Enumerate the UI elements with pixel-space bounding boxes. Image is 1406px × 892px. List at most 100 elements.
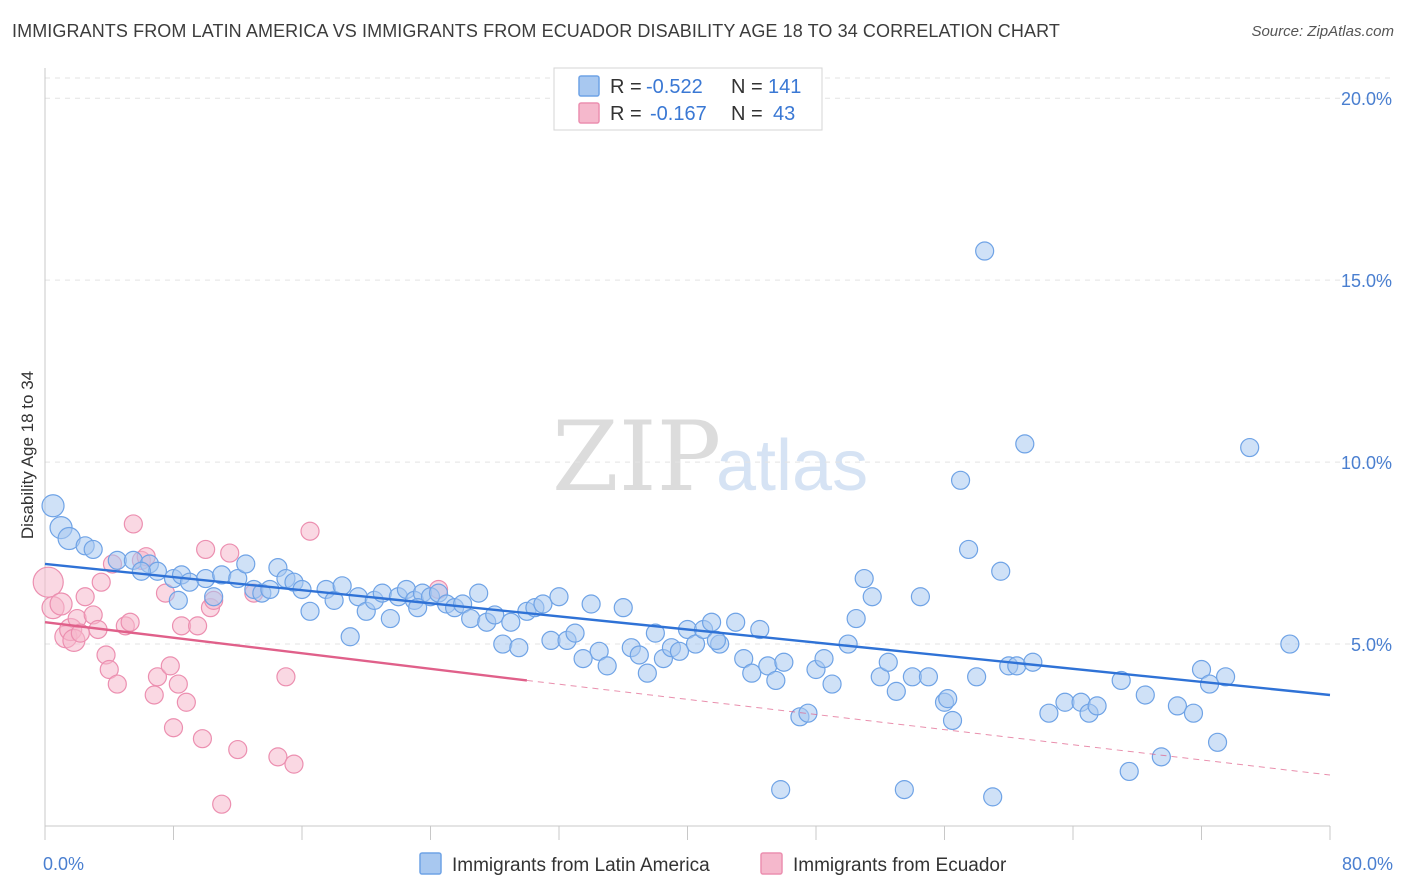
chart-source: Source: ZipAtlas.com: [1251, 23, 1394, 40]
latin-america-point: [204, 587, 224, 607]
y-tick-label: 5.0%: [1351, 635, 1392, 655]
legend-n-value: 43: [773, 103, 795, 125]
trend-line-ecuador: [44, 621, 528, 682]
ecuador-point: [284, 754, 304, 774]
latin-america-point: [798, 703, 818, 723]
latin-america-point: [774, 652, 794, 672]
ecuador-point: [268, 747, 288, 767]
latin-america-point: [1119, 761, 1139, 782]
legend-n-label: N =: [731, 103, 763, 125]
trend-line-ecuador-extension: [526, 679, 1331, 776]
latin-america-point: [469, 583, 489, 603]
latin-america-point: [324, 590, 344, 610]
latin-america-point: [950, 470, 971, 490]
latin-america-point: [131, 561, 151, 581]
latin-america-point: [886, 681, 906, 701]
ecuador-point: [160, 656, 180, 676]
series-latin-america: [41, 241, 1300, 807]
bottom-legend-label-latin-america: Immigrants from Latin America: [452, 855, 710, 876]
latin-america-point: [1240, 437, 1260, 458]
latin-america-point: [41, 494, 65, 518]
latin-america-point: [597, 656, 617, 676]
latin-america-point: [168, 590, 188, 610]
latin-america-point: [1015, 434, 1035, 454]
latin-america-point: [902, 667, 922, 687]
y-tick-label: 20.0%: [1341, 89, 1392, 109]
latin-america-point: [107, 550, 127, 570]
y-axis-label: Disability Age 18 to 34: [18, 371, 37, 539]
latin-america-point: [461, 608, 481, 629]
latin-america-point: [147, 561, 168, 581]
ecuador-point: [91, 572, 111, 592]
latin-america-point: [862, 587, 882, 607]
trend-line-latin-america: [44, 562, 1331, 697]
latin-america-point: [332, 576, 352, 596]
latin-america-point: [533, 594, 553, 614]
latin-america-point: [991, 561, 1011, 581]
latin-america-point: [236, 554, 256, 574]
latin-america-point: [726, 612, 746, 632]
latin-america-point: [854, 568, 874, 589]
latin-america-point: [894, 780, 914, 800]
ecuador-point: [163, 718, 184, 738]
trend-lines: [44, 562, 1331, 776]
latin-america-point: [179, 572, 200, 592]
latin-america-point: [1111, 670, 1131, 691]
latin-america-point: [1039, 703, 1059, 723]
latin-america-point: [734, 649, 754, 669]
ecuador-point: [123, 514, 143, 534]
latin-america-point: [910, 587, 931, 607]
latin-america-point: [669, 641, 690, 661]
latin-america-point: [975, 241, 995, 261]
latin-america-point: [742, 663, 762, 683]
latin-america-point: [380, 608, 400, 629]
bottom-legend: Immigrants from Latin America Immigrants…: [419, 852, 1007, 876]
y-tick-labels: 5.0% 10.0% 15.0% 20.0%: [1341, 89, 1392, 655]
latin-america-point: [260, 579, 280, 600]
latin-america-point: [814, 649, 834, 669]
legend-swatch-ecuador: [578, 102, 600, 124]
latin-america-point: [1023, 652, 1043, 672]
latin-america-point: [453, 594, 473, 614]
legend-r-label: R =: [610, 103, 642, 125]
latin-america-point: [1055, 692, 1075, 712]
ecuador-point: [75, 587, 95, 607]
watermark: ZIP atlas: [552, 401, 868, 513]
legend-swatch-latin-america: [578, 75, 600, 97]
ecuador-point: [144, 685, 164, 705]
legend-box: R = -0.522 N = 141 R = -0.167 N = 43: [553, 67, 823, 131]
x-tick-label: 0.0%: [43, 854, 84, 874]
latin-america-point: [340, 627, 360, 647]
latin-america-point: [967, 667, 987, 687]
ecuador-point: [147, 667, 168, 687]
latin-america-point: [942, 710, 963, 731]
latin-america-point: [983, 787, 1003, 807]
ecuador-point: [176, 692, 196, 712]
latin-america-point: [750, 619, 770, 640]
latin-america-point: [1087, 696, 1107, 716]
latin-america-point: [501, 612, 521, 632]
latin-america-point: [938, 689, 958, 709]
latin-america-point: [1007, 656, 1027, 676]
latin-america-point: [1215, 667, 1236, 687]
latin-america-point: [1151, 747, 1171, 767]
latin-america-point: [589, 641, 609, 661]
bottom-legend-swatch-ecuador: [760, 852, 783, 875]
x-tick-label: 80.0%: [1342, 854, 1393, 874]
ecuador-point: [49, 592, 73, 616]
watermark-atlas: atlas: [716, 426, 868, 506]
latin-america-point: [766, 670, 786, 691]
bottom-legend-label-ecuador: Immigrants from Ecuador: [793, 855, 1007, 876]
ecuador-point: [171, 616, 192, 636]
series-ecuador: [32, 514, 449, 814]
legend-r-label: R =: [610, 76, 642, 98]
latin-america-point: [1135, 685, 1155, 705]
latin-america-point: [300, 601, 320, 621]
latin-america-point: [573, 649, 593, 669]
latin-america-point: [870, 667, 890, 687]
ecuador-point: [192, 729, 213, 749]
latin-america-point: [685, 634, 706, 654]
latin-america-point: [565, 623, 585, 643]
latin-america-point: [645, 623, 665, 643]
